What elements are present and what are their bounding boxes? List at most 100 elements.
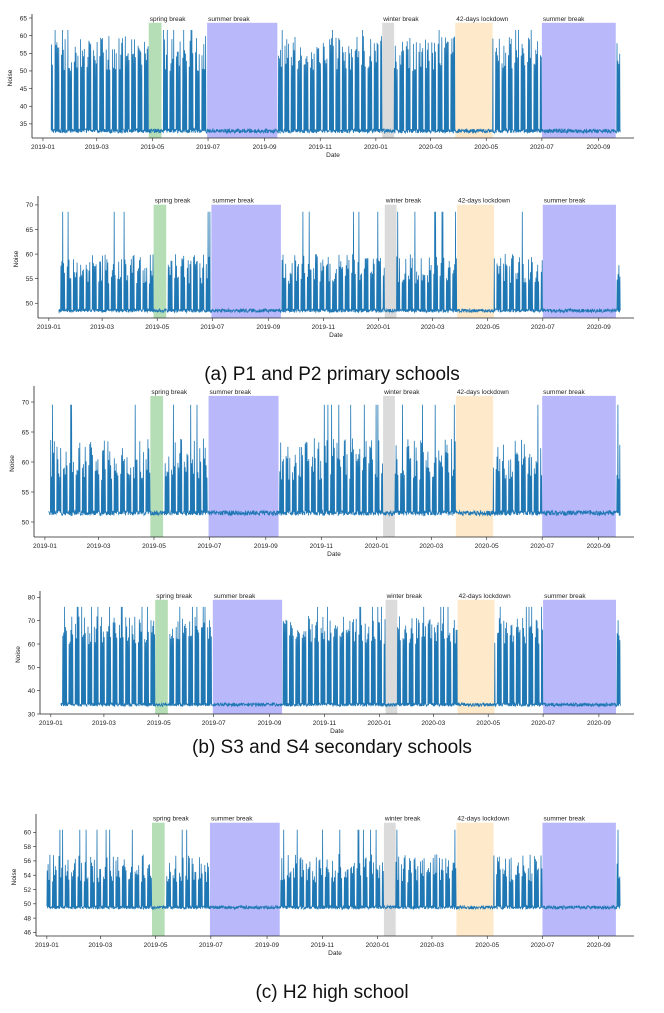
x-tick-label: 2020-05: [475, 543, 499, 550]
period-band: [383, 822, 396, 936]
y-tick-label: 40: [28, 688, 36, 695]
period-label: summer break: [544, 198, 586, 205]
y-axis-label: Noise: [7, 69, 14, 86]
x-tick-label: 2020-05: [475, 942, 499, 949]
period-band: [457, 599, 495, 714]
y-axis-label: Noise: [15, 646, 22, 663]
period-label: winter break: [385, 198, 422, 205]
x-tick-label: 2019-11: [310, 543, 334, 550]
period-label: spring break: [155, 198, 192, 205]
x-tick-label: 2020-03: [420, 942, 444, 949]
y-tick-label: 55: [26, 276, 34, 283]
period-band: [155, 599, 168, 714]
period-label: winter break: [382, 16, 419, 23]
noise-series-line: [58, 211, 621, 314]
x-tick-label: 2019-11: [312, 324, 336, 331]
y-tick-label: 50: [24, 901, 32, 908]
x-tick-label: 2020-07: [531, 324, 555, 331]
y-tick-label: 65: [22, 429, 30, 436]
x-tick-label: 2020-03: [419, 543, 443, 550]
y-tick-label: 60: [28, 641, 36, 648]
x-tick-label: 2019-11: [309, 144, 333, 151]
y-tick-label: 46: [24, 930, 32, 937]
x-tick-label: 2019-09: [255, 942, 279, 949]
noise-series-line: [46, 829, 621, 911]
x-tick-label: 2020-09: [586, 144, 610, 151]
period-band: [382, 22, 395, 138]
x-tick-label: 2019-05: [145, 324, 169, 331]
y-tick-label: 55: [20, 51, 28, 58]
y-tick-label: 35: [20, 121, 28, 128]
y-tick-label: 60: [26, 251, 34, 258]
caption-b: (b) S3 and S4 secondary schools: [192, 737, 472, 758]
x-tick-label: 2020-01: [366, 942, 390, 949]
x-tick-label: 2019-07: [199, 942, 223, 949]
y-tick-label: 40: [20, 104, 28, 111]
x-tick-label: 2019-09: [254, 543, 278, 550]
x-tick-label: 2019-01: [37, 324, 61, 331]
period-label: spring break: [150, 16, 187, 23]
y-tick-label: 80: [28, 595, 36, 602]
y-tick-label: 58: [24, 844, 32, 851]
period-label: summer break: [544, 593, 586, 600]
x-tick-label: 2019-01: [35, 942, 59, 949]
chart-panel-4: spring break summer break winter break 42-d…: [15, 591, 634, 735]
period-band: [455, 22, 493, 138]
y-axis-label: Noise: [13, 250, 20, 267]
x-tick-label: 2020-01: [367, 720, 391, 727]
x-tick-label: 2020-07: [530, 144, 554, 151]
x-tick-label: 2020-05: [476, 324, 500, 331]
x-tick-label: 2019-05: [142, 543, 166, 550]
x-tick-label: 2019-09: [258, 720, 282, 727]
x-axis-label: Date: [329, 332, 343, 339]
period-label: spring break: [151, 389, 188, 396]
x-axis-label: Date: [326, 152, 340, 159]
y-tick-label: 50: [22, 519, 30, 526]
caption-a: (a) P1 and P2 primary schools: [204, 364, 460, 385]
period-band: [207, 22, 278, 138]
period-band: [384, 204, 397, 318]
x-tick-label: 2019-11: [313, 720, 337, 727]
y-tick-label: 65: [20, 15, 28, 22]
period-band: [150, 395, 164, 537]
period-band: [211, 204, 281, 318]
period-label: spring break: [153, 816, 190, 823]
period-label: spring break: [156, 593, 193, 600]
period-label: summer break: [543, 816, 585, 823]
noise-series-line: [60, 606, 621, 708]
x-tick-label: 2020-09: [587, 324, 611, 331]
x-tick-label: 2020-03: [419, 144, 443, 151]
x-tick-label: 2019-09: [256, 324, 280, 331]
y-tick-label: 65: [26, 227, 34, 234]
y-tick-label: 48: [24, 915, 32, 922]
period-band: [383, 395, 395, 537]
y-tick-label: 55: [22, 489, 30, 496]
period-label: summer break: [214, 593, 256, 600]
period-band: [385, 599, 398, 714]
period-band: [456, 822, 494, 936]
x-tick-label: 2019-11: [311, 942, 335, 949]
chart-panel-5: spring break summer break winter break 42-d…: [11, 814, 634, 957]
period-band: [148, 22, 162, 138]
y-tick-label: 30: [28, 711, 36, 718]
x-axis-label: Date: [330, 728, 344, 735]
period-band: [542, 204, 616, 318]
period-label: summer break: [208, 16, 250, 23]
x-tick-label: 2020-03: [421, 720, 445, 727]
x-tick-label: 2019-01: [39, 720, 63, 727]
x-tick-label: 2020-03: [421, 324, 445, 331]
y-axis-label: Noise: [9, 455, 16, 472]
x-tick-label: 2019-05: [144, 942, 168, 949]
x-tick-label: 2020-07: [531, 720, 555, 727]
y-tick-label: 60: [24, 830, 32, 837]
period-band: [208, 395, 279, 537]
noise-series-line: [48, 404, 621, 517]
chart-panel-1: spring break summer break winter break 42-d…: [7, 14, 634, 159]
y-tick-label: 70: [22, 399, 30, 406]
period-label: summer break: [212, 198, 254, 205]
x-tick-label: 2020-01: [364, 144, 388, 151]
period-label: 42-days lockdown: [459, 593, 511, 600]
period-band: [543, 599, 616, 714]
x-tick-label: 2019-09: [253, 144, 277, 151]
